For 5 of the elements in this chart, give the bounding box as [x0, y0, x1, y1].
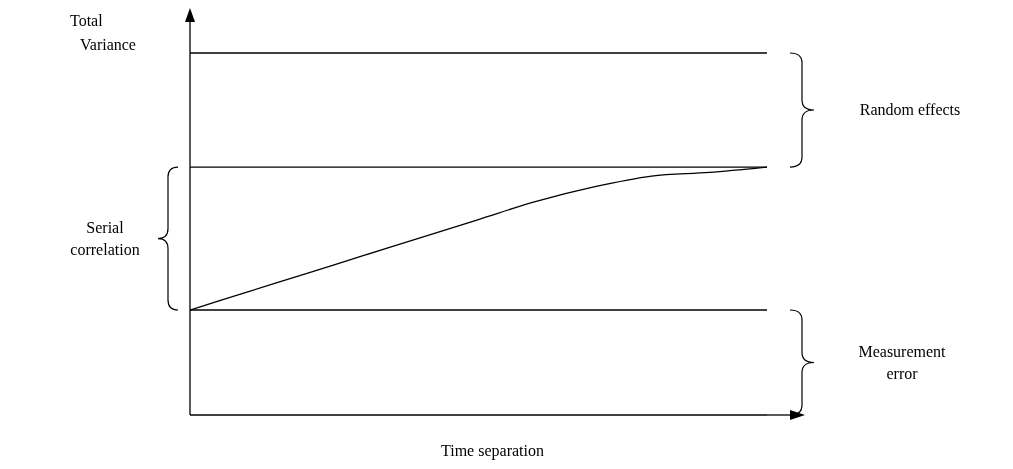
y-axis-title: Total Variance [70, 12, 136, 53]
text: Random effects [859, 101, 961, 119]
text: Measurement error [858, 342, 947, 382]
text: Serial correlation [70, 218, 140, 258]
x-axis-title: Time separation [441, 442, 544, 460]
